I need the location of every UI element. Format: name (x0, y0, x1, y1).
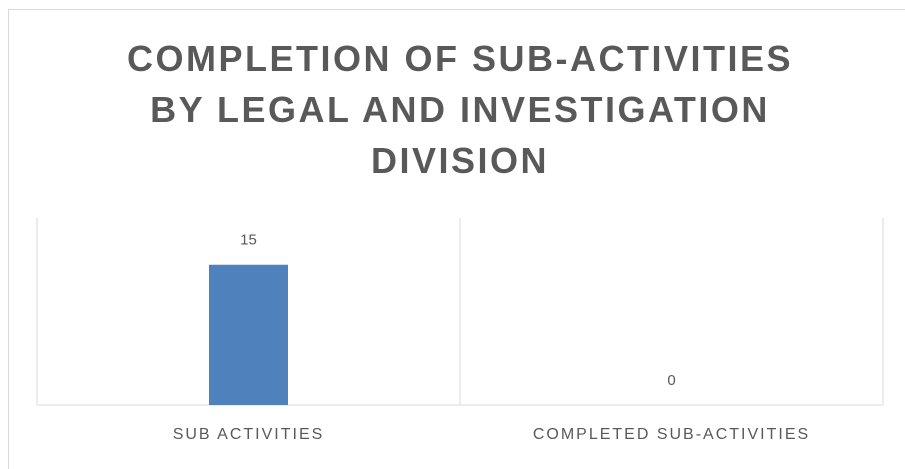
bar (209, 264, 288, 405)
x-tick-label: COMPLETED SUB-ACTIVITIES (533, 426, 810, 443)
x-tick-label: SUB ACTIVITIES (173, 426, 325, 443)
chart-frame (8, 9, 905, 469)
data-label: 0 (667, 372, 675, 389)
chart-title: COMPLETION OF SUB-ACTIVITIES BY LEGAL AN… (126, 38, 793, 181)
data-label: 15 (240, 232, 257, 249)
